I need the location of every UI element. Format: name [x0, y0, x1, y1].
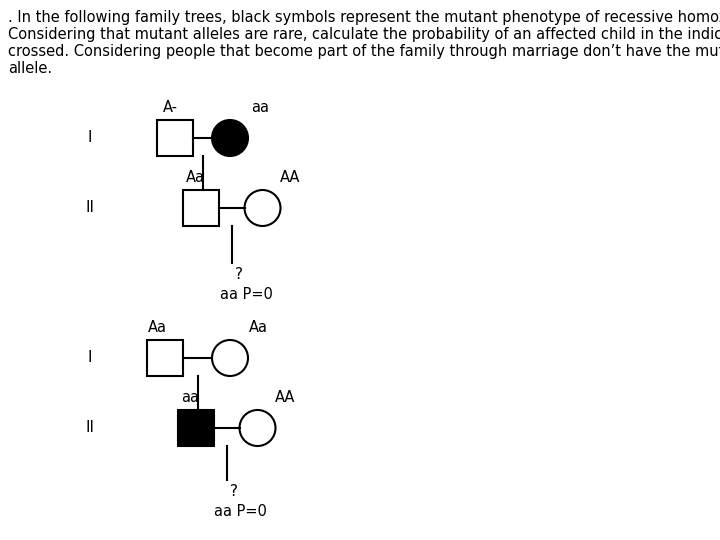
Text: ?: ?	[230, 484, 238, 499]
Text: AA: AA	[280, 170, 301, 185]
Text: allele.: allele.	[8, 61, 52, 76]
Text: Aa: Aa	[148, 320, 166, 335]
Text: ?: ?	[235, 267, 243, 282]
Bar	[182, 190, 218, 226]
Ellipse shape	[212, 340, 248, 376]
Text: Considering that mutant alleles are rare, calculate the probability of an affect: Considering that mutant alleles are rare…	[8, 27, 720, 42]
Text: . In the following family trees, black symbols represent the mutant phenotype of: . In the following family trees, black s…	[8, 10, 720, 25]
Text: Aa: Aa	[186, 170, 205, 185]
Text: aa: aa	[181, 390, 199, 405]
Text: II: II	[86, 200, 94, 215]
Text: aa P=0: aa P=0	[215, 504, 267, 519]
Text: I: I	[88, 131, 92, 145]
Bar	[178, 410, 214, 446]
Text: aa P=0: aa P=0	[220, 287, 272, 302]
Text: II: II	[86, 421, 94, 435]
Bar	[157, 120, 193, 156]
Ellipse shape	[240, 410, 276, 446]
Text: aa: aa	[251, 100, 269, 115]
Text: I: I	[88, 350, 92, 366]
Text: AA: AA	[275, 390, 296, 405]
Text: A-: A-	[163, 100, 178, 115]
Text: Aa: Aa	[248, 320, 268, 335]
Bar	[147, 340, 183, 376]
Text: crossed. Considering people that become part of the family through marriage don’: crossed. Considering people that become …	[8, 44, 720, 59]
Ellipse shape	[212, 120, 248, 156]
Ellipse shape	[245, 190, 281, 226]
